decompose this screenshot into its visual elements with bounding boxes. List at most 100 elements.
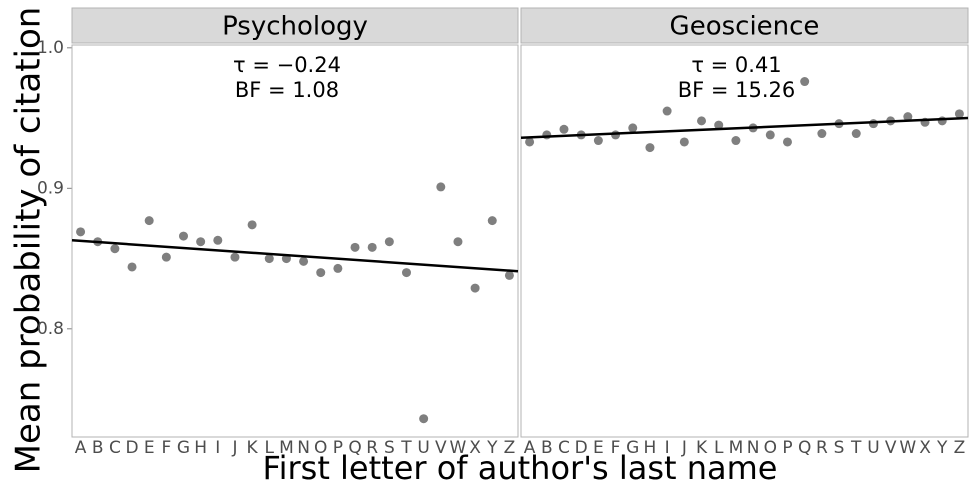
x-tick-label: X <box>919 438 931 458</box>
x-tick-label: J <box>681 438 687 458</box>
point <box>628 123 638 133</box>
x-tick-label: E <box>593 438 604 458</box>
x-tick-label: C <box>558 438 570 458</box>
x-tick-label: P <box>333 438 343 458</box>
x-tick-label: H <box>644 438 657 458</box>
point <box>110 244 120 254</box>
x-tick-label: N <box>747 438 760 458</box>
x-tick-label: R <box>816 438 828 458</box>
x-tick-label: G <box>177 438 190 458</box>
point <box>679 137 689 147</box>
x-tick-label: A <box>75 438 87 458</box>
annotation: BF = 15.26 <box>678 78 796 102</box>
panel <box>71 44 519 438</box>
x-tick-label: I <box>215 438 220 458</box>
x-tick-label: L <box>714 438 724 458</box>
point <box>645 143 655 153</box>
point <box>525 137 535 147</box>
x-tick-label: P <box>782 438 792 458</box>
point <box>954 109 964 119</box>
x-tick-label: M <box>279 438 294 458</box>
point <box>542 130 552 140</box>
point <box>453 237 463 247</box>
x-tick-label: W <box>899 438 916 458</box>
point <box>559 124 569 134</box>
point <box>436 182 446 192</box>
x-tick-label: N <box>297 438 310 458</box>
x-tick-label: O <box>764 438 777 458</box>
point <box>782 137 792 147</box>
x-tick-label: I <box>665 438 670 458</box>
point <box>868 119 878 129</box>
x-tick-label: A <box>524 438 536 458</box>
point <box>851 129 861 139</box>
point <box>593 136 603 146</box>
y-tick-label: 0.8 <box>37 319 64 339</box>
x-tick-label: E <box>144 438 155 458</box>
annotation: τ = 0.41 <box>691 53 781 77</box>
x-tick-label: K <box>696 438 708 458</box>
point <box>504 270 514 280</box>
x-tick-label: D <box>575 438 588 458</box>
x-tick-label: M <box>729 438 744 458</box>
point <box>230 252 240 262</box>
x-tick-label: V <box>435 438 447 458</box>
x-tick-label: L <box>265 438 275 458</box>
point <box>384 237 394 247</box>
point <box>264 254 274 264</box>
x-axis-title: First letter of author's last name <box>263 449 778 487</box>
x-tick-label: W <box>450 438 467 458</box>
point <box>76 227 86 237</box>
point <box>903 112 913 122</box>
x-tick-label: X <box>469 438 481 458</box>
point <box>179 231 188 241</box>
x-tick-label: S <box>384 438 395 458</box>
y-axis-title: Mean probability of citation <box>9 7 49 474</box>
panel-title: Geoscience <box>670 12 820 42</box>
x-tick-label: G <box>626 438 639 458</box>
point <box>213 235 223 245</box>
trend-line <box>71 239 519 273</box>
x-tick-label: C <box>109 438 121 458</box>
x-tick-label: T <box>400 438 412 458</box>
point <box>127 262 137 272</box>
trend-line <box>520 116 969 139</box>
point <box>333 263 343 273</box>
point <box>937 116 947 126</box>
x-tick-label: U <box>867 438 879 458</box>
point <box>161 252 171 262</box>
annotation: BF = 1.08 <box>235 78 339 102</box>
point <box>196 237 206 247</box>
x-tick-label: F <box>611 438 621 458</box>
x-tick-label: O <box>314 438 327 458</box>
panel <box>520 44 969 438</box>
x-tick-label: Q <box>348 438 361 458</box>
x-tick-label: R <box>366 438 378 458</box>
x-tick-label: B <box>541 438 553 458</box>
point <box>817 129 827 139</box>
point <box>316 268 326 278</box>
x-tick-label: T <box>850 438 862 458</box>
point <box>470 283 480 293</box>
x-tick-label: Y <box>936 438 948 458</box>
x-tick-label: J <box>231 438 237 458</box>
point <box>299 256 309 266</box>
strip <box>520 7 969 44</box>
y-tick-label: 0.9 <box>37 178 64 198</box>
x-tick-label: H <box>194 438 207 458</box>
y-tick-label: 1.0 <box>37 38 64 58</box>
strip <box>71 7 519 44</box>
point <box>765 130 775 140</box>
panel-title: Psychology <box>222 12 368 42</box>
point <box>714 120 724 130</box>
point <box>731 136 741 146</box>
point <box>419 414 429 424</box>
point <box>697 116 707 126</box>
point <box>367 242 377 252</box>
point <box>247 220 257 230</box>
x-tick-label: F <box>161 438 171 458</box>
x-tick-label: U <box>417 438 429 458</box>
point <box>800 77 810 87</box>
x-tick-label: Z <box>504 438 516 458</box>
